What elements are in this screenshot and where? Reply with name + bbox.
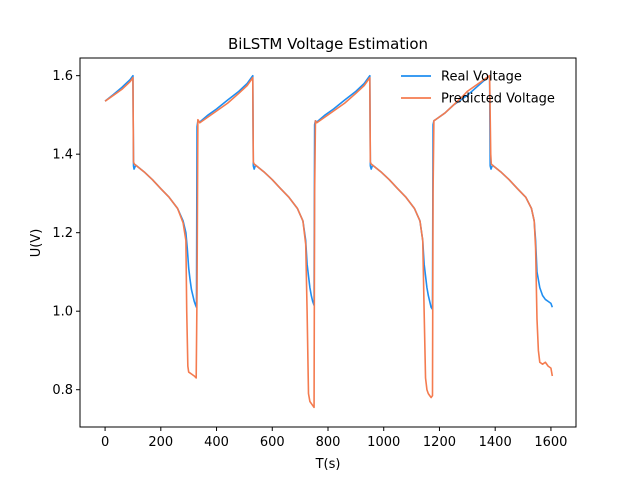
y-tick-label: 1.4: [52, 148, 73, 163]
x-axis-ticks: 0 200 400 600 800 1000 1200 1400 1600: [101, 427, 567, 450]
x-tick-label: 600: [260, 435, 285, 450]
x-tick-label: 800: [316, 435, 341, 450]
x-tick-label: 400: [204, 435, 229, 450]
y-tick-label: 1.2: [52, 226, 73, 241]
y-axis-ticks: 0.8 1.0 1.2 1.4 1.6: [52, 69, 80, 398]
legend-label: Predicted Voltage: [441, 92, 555, 107]
y-axis-label: U(V): [29, 229, 44, 258]
legend-label: Real Voltage: [441, 70, 522, 85]
y-tick-label: 1.0: [52, 305, 73, 320]
x-tick-label: 1000: [367, 435, 400, 450]
chart-title: BiLSTM Voltage Estimation: [228, 35, 428, 53]
x-axis-label: T(s): [315, 457, 341, 472]
y-tick-label: 0.8: [52, 383, 73, 398]
x-tick-label: 0: [101, 435, 109, 450]
legend: Real Voltage Predicted Voltage: [401, 70, 555, 107]
plot-area: [104, 74, 554, 409]
y-tick-label: 1.6: [52, 69, 73, 84]
x-tick-label: 1400: [479, 435, 512, 450]
series-line-predicted-voltage: [104, 74, 554, 409]
x-tick-label: 200: [148, 435, 173, 450]
x-tick-label: 1600: [534, 435, 567, 450]
x-tick-label: 1200: [423, 435, 456, 450]
